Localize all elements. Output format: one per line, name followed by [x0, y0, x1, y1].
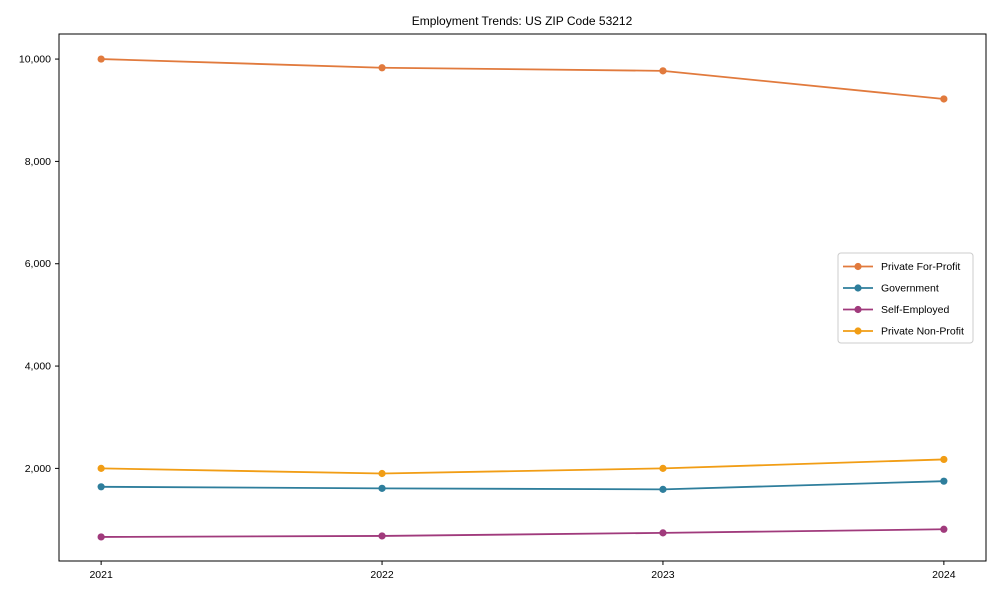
series-line: [100, 458, 945, 475]
legend-item-label: Self-Employed: [881, 304, 949, 316]
x-tick-label: 2021: [89, 569, 113, 581]
data-point-marker: [940, 477, 948, 485]
data-point-marker: [659, 464, 667, 472]
data-point-marker: [97, 483, 105, 491]
y-tick-label: 6,000: [25, 258, 51, 270]
data-point-marker: [378, 64, 386, 72]
y-tick-label: 10,000: [19, 54, 51, 66]
x-tick-label: 2023: [651, 569, 675, 581]
axes: 2,000 4,000 6,000 8,000 10,000 2021 2022 2023 20…: [19, 33, 987, 581]
chart-title: Employment Trends: US ZIP Code 53212: [412, 14, 633, 28]
plot-border: [58, 33, 987, 562]
data-point-marker: [378, 469, 386, 478]
series-line: [100, 480, 945, 491]
legend: Private For-Profit Government Self-Employe…: [837, 252, 974, 344]
data-point-marker: [659, 67, 667, 75]
legend-marker: [854, 305, 862, 314]
legend-marker: [854, 262, 862, 271]
legend-item-label: Private For-Profit: [881, 261, 960, 273]
legend-item-label: Government: [881, 283, 939, 295]
legend-item-label: Private Non-Profit: [881, 326, 964, 338]
series-lines: [97, 55, 948, 541]
data-point-marker: [659, 485, 667, 493]
y-tick-label: 2,000: [25, 463, 51, 475]
series-line: [100, 58, 945, 100]
y-tick-label: 8,000: [25, 156, 51, 168]
series-line: [100, 528, 945, 538]
x-tick-label: 2022: [370, 569, 394, 581]
data-point-marker: [940, 455, 948, 464]
data-point-marker: [940, 95, 948, 103]
data-point-marker: [97, 55, 105, 63]
legend-marker: [854, 327, 862, 335]
data-point-marker: [97, 533, 105, 541]
x-tick-label: 2024: [932, 569, 956, 581]
data-point-marker: [940, 525, 948, 533]
data-point-marker: [659, 529, 667, 537]
data-point-marker: [378, 532, 386, 540]
legend-marker: [854, 284, 862, 292]
data-point-marker: [97, 464, 105, 472]
y-tick-label: 4,000: [25, 361, 51, 373]
data-point-marker: [378, 484, 386, 492]
legend-box: [837, 252, 974, 344]
